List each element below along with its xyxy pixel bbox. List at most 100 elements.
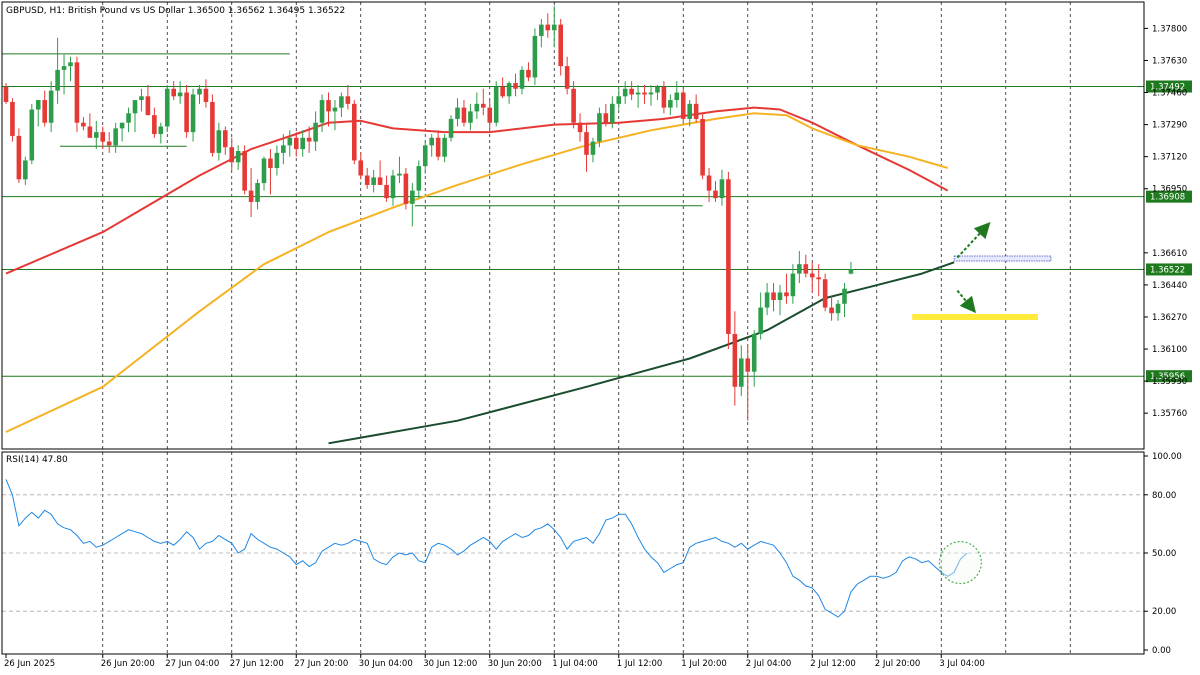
candle-body [377, 177, 383, 185]
candle-body [390, 175, 396, 199]
candle-body [822, 279, 828, 308]
candle-body [106, 141, 112, 146]
candle-body [500, 86, 505, 97]
chart-header: GBPUSD, H1: British Pound vs US Dollar 1… [6, 6, 345, 16]
candle [610, 96, 615, 129]
rsi-tick-label: 80.00 [1152, 491, 1176, 501]
blue-zone [953, 255, 1052, 262]
candle [803, 254, 809, 278]
candle [216, 122, 222, 161]
candle-body [326, 100, 331, 112]
candle-body [809, 273, 815, 278]
candle-body [139, 96, 144, 101]
candle-body [448, 118, 454, 138]
candle [177, 81, 183, 104]
candle-body [455, 107, 460, 119]
candle-body [777, 292, 783, 300]
candle [42, 90, 47, 127]
candle [790, 264, 796, 304]
candle [422, 141, 428, 174]
rsi-label: RSI(14) 47.80 [6, 455, 68, 465]
price-levels: 1.37492 1.36908 1.36522 1.35956 [2, 53, 1192, 383]
candle-body [87, 126, 93, 138]
candle-body [848, 269, 854, 274]
candle-body [3, 86, 9, 102]
candle [152, 107, 157, 138]
candle-body [274, 152, 280, 168]
candle [655, 84, 660, 101]
candle [526, 62, 531, 82]
candle-body [184, 92, 189, 133]
rsi-panel [2, 479, 1144, 618]
candle [564, 56, 570, 95]
candle-body [216, 130, 222, 153]
candle [487, 100, 493, 129]
candle [842, 283, 847, 317]
candle-body [603, 113, 609, 123]
candle-body [300, 137, 305, 150]
candle [197, 84, 202, 104]
candle-body [526, 69, 531, 78]
price-tick-label: 1.35930 [1152, 377, 1187, 387]
candle [680, 88, 686, 123]
candle-body [126, 113, 131, 123]
price-tick-label: 1.36270 [1152, 313, 1187, 323]
candle-body [261, 158, 267, 184]
candle-body [629, 88, 634, 95]
candle-body [74, 62, 80, 123]
candle [145, 84, 151, 116]
candle [313, 111, 318, 151]
time-label: 26 Jun 20:00 [101, 659, 155, 669]
candle-body [435, 137, 441, 157]
candle-body [287, 137, 293, 146]
candle-body [229, 147, 235, 163]
candle [797, 250, 802, 284]
candle-body [364, 175, 370, 185]
candle-body [429, 137, 434, 146]
candle [300, 130, 305, 157]
candle [384, 175, 389, 202]
candle [584, 122, 589, 172]
candle [539, 18, 544, 48]
time-label: 30 Jun 20:00 [488, 659, 542, 669]
price-tick-label: 1.37120 [1152, 153, 1187, 163]
candle-body [577, 122, 583, 133]
candle-body [616, 96, 622, 104]
candle-body [758, 307, 763, 334]
candle-body [610, 103, 615, 123]
price-tick-label: 1.35760 [1152, 409, 1187, 419]
candle [132, 100, 138, 133]
candle-body [171, 88, 176, 97]
candle [558, 18, 563, 76]
time-label: 27 Jun 20:00 [294, 659, 348, 669]
candle-body [223, 130, 228, 148]
candle [371, 169, 376, 193]
candle [306, 126, 312, 153]
candle-body [197, 88, 202, 95]
candle-body [461, 107, 467, 123]
main-frame [1, 1, 1145, 450]
candle-body [551, 24, 557, 31]
candle-body [474, 103, 480, 112]
candle [597, 107, 602, 148]
candle [248, 167, 254, 218]
rsi-tick-label: 20.00 [1152, 607, 1176, 617]
candle-body [797, 264, 802, 274]
candle-body [177, 92, 183, 97]
candle-body [713, 190, 718, 199]
candle [545, 13, 551, 38]
candle-body [506, 83, 512, 97]
level-tag-label: 1.36522 [1150, 265, 1185, 275]
candle [113, 122, 118, 153]
candle [397, 156, 402, 184]
candle-body [422, 145, 428, 167]
candle [448, 115, 454, 142]
candle [390, 169, 396, 206]
candle [29, 103, 35, 165]
candle-body [345, 96, 351, 104]
candle [184, 84, 189, 138]
candle-body [764, 292, 770, 308]
candle [332, 100, 338, 131]
candle [74, 56, 80, 133]
time-label: 30 Jun 04:00 [359, 659, 413, 669]
